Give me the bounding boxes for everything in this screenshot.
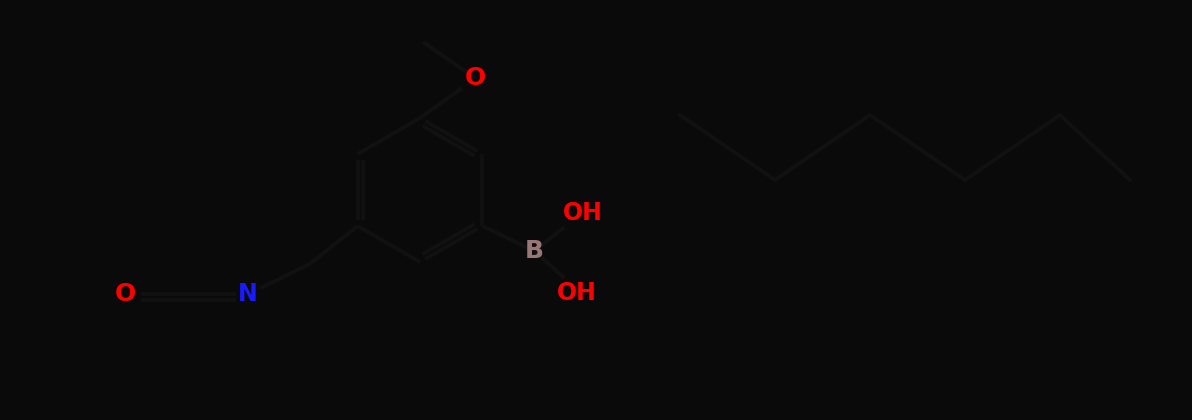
Text: B: B xyxy=(524,239,544,263)
Text: O: O xyxy=(114,282,136,306)
Text: OH: OH xyxy=(563,201,602,225)
Text: N: N xyxy=(237,282,257,306)
Text: O: O xyxy=(465,66,485,90)
Text: OH: OH xyxy=(557,281,596,305)
